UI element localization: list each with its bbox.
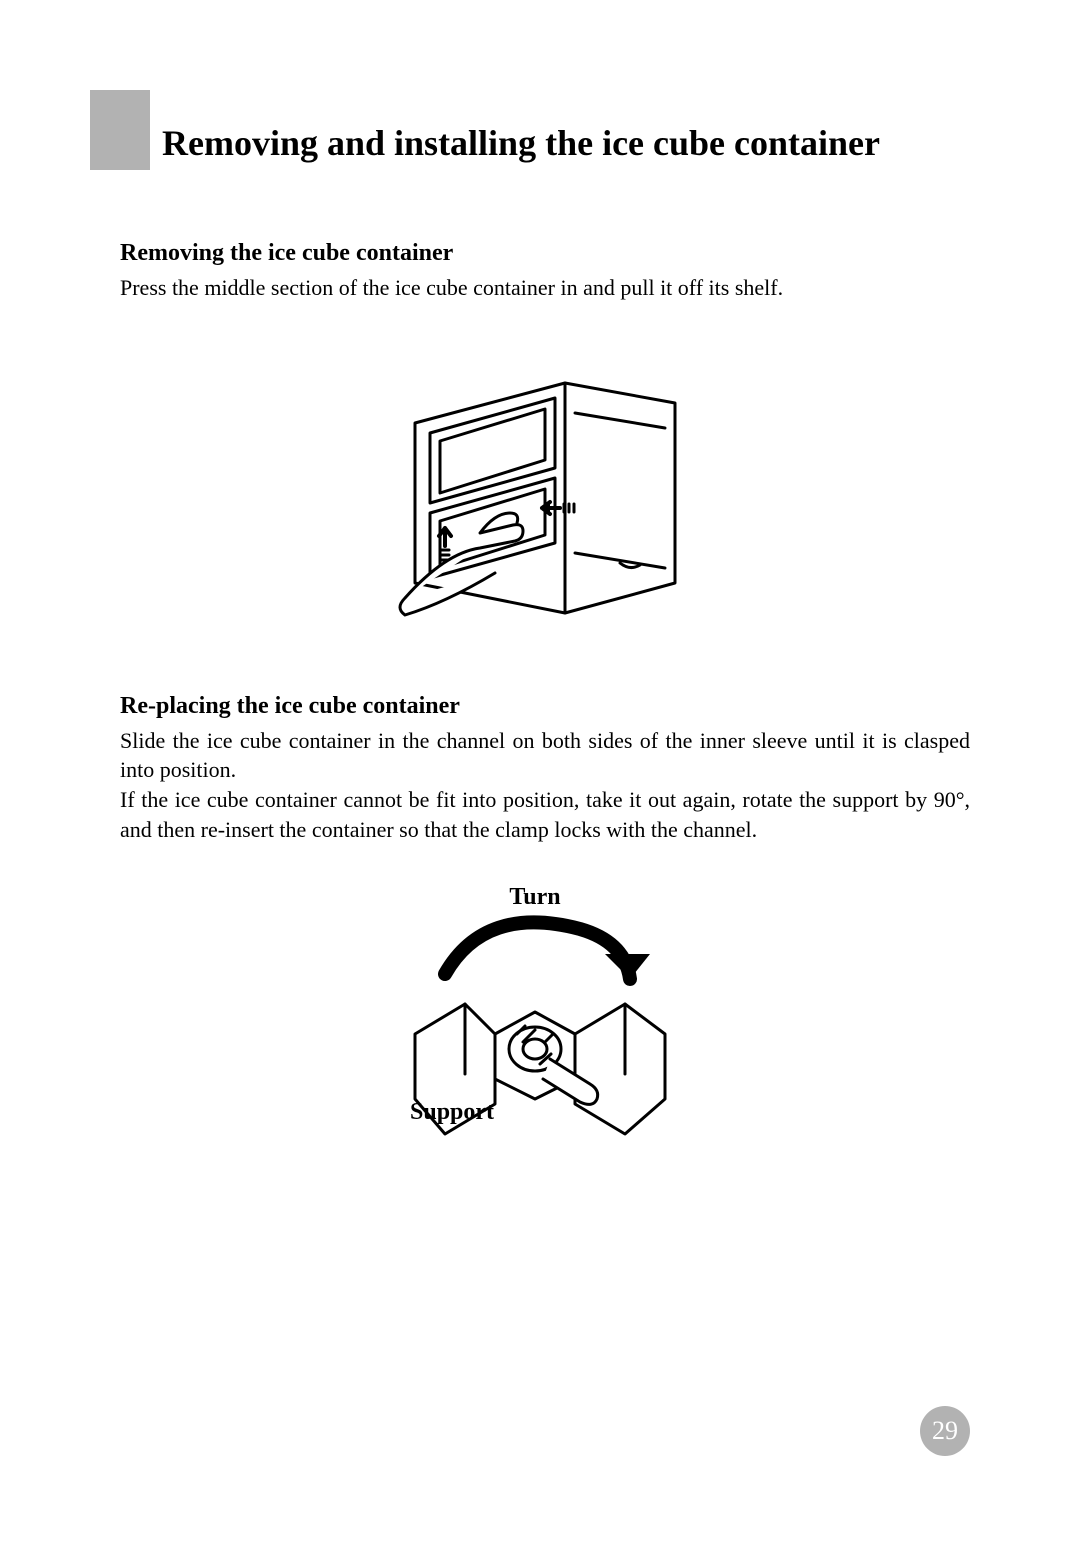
section1-body: Press the middle section of the ice cube… bbox=[120, 273, 970, 303]
section2-heading: Re-placing the ice cube container bbox=[120, 693, 970, 720]
title-accent-block bbox=[90, 90, 150, 170]
title-row: Removing and installing the ice cube con… bbox=[90, 90, 980, 170]
remove-container-illustration bbox=[385, 353, 685, 623]
page-number-badge: 29 bbox=[920, 1406, 970, 1456]
section2-body: Slide the ice cube container in the chan… bbox=[120, 726, 970, 845]
page-title: Removing and installing the ice cube con… bbox=[162, 124, 880, 170]
figure-rotate-support: Turn bbox=[90, 884, 980, 1144]
section1-heading: Removing the ice cube container bbox=[120, 240, 970, 267]
section-replacing: Re-placing the ice cube container Slide … bbox=[120, 693, 970, 845]
page-number: 29 bbox=[932, 1416, 958, 1446]
figure-remove-container bbox=[90, 353, 980, 623]
figure2-support-label: Support bbox=[410, 1099, 494, 1126]
section-removing: Removing the ice cube container Press th… bbox=[120, 240, 970, 303]
figure2-turn-label: Turn bbox=[509, 884, 560, 911]
